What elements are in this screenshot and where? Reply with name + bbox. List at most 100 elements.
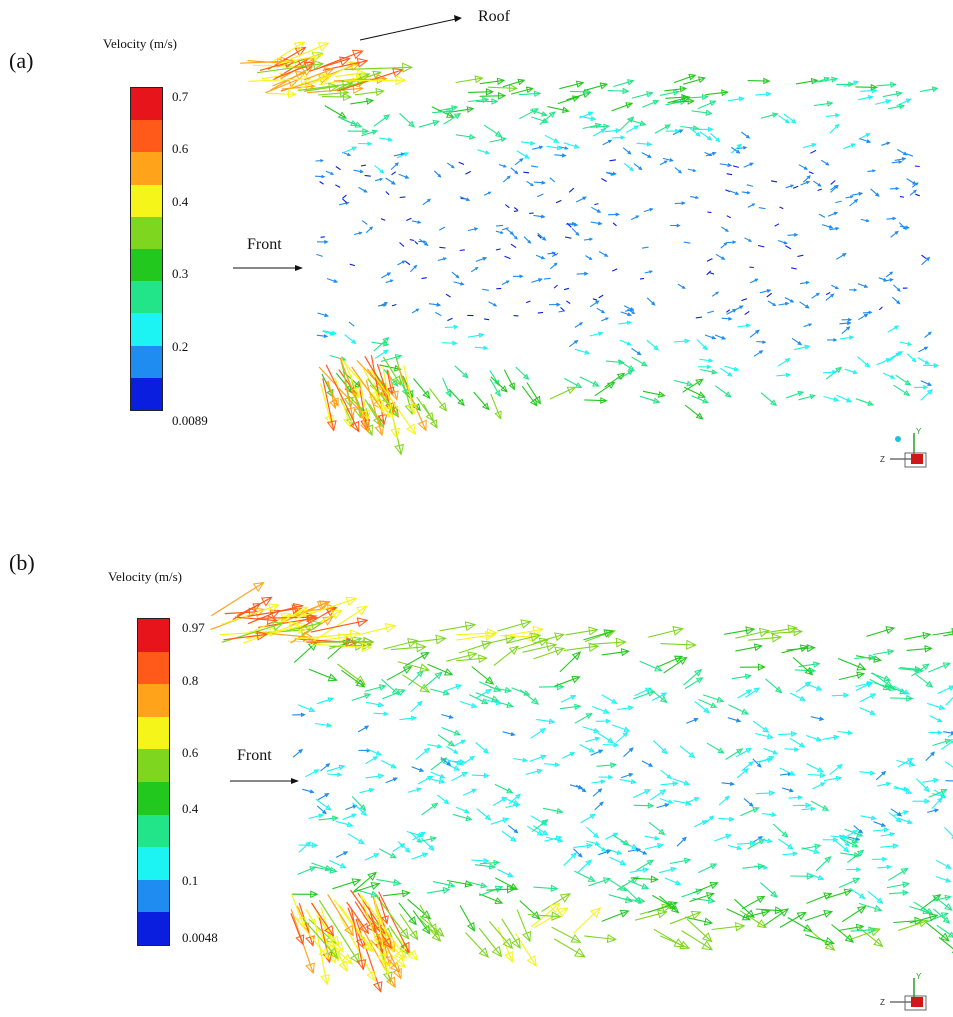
vector-arrowhead	[506, 885, 516, 894]
velocity-vector	[311, 902, 334, 936]
vector-arrowhead	[652, 99, 660, 106]
velocity-vector	[928, 789, 947, 798]
velocity-vector	[644, 835, 660, 840]
velocity-vector	[273, 41, 305, 62]
vector-arrowhead	[593, 832, 600, 839]
velocity-vector	[707, 310, 714, 314]
vector-arrowhead	[423, 241, 429, 247]
velocity-vector	[772, 823, 788, 838]
velocity-vector	[770, 180, 778, 183]
velocity-vector	[373, 712, 388, 715]
velocity-vector	[706, 258, 713, 262]
velocity-vector	[338, 904, 375, 952]
vector-arrowhead	[419, 683, 430, 693]
vector-arrowhead	[610, 762, 618, 769]
velocity-vector	[719, 163, 732, 167]
velocity-vector	[623, 747, 634, 758]
vector-arrowhead	[564, 146, 569, 150]
vector-arrowhead	[843, 846, 850, 853]
vector-arrowhead	[338, 960, 348, 973]
velocity-vector	[890, 697, 913, 700]
vector-arrowhead	[940, 793, 947, 799]
velocity-vector	[359, 788, 374, 794]
vector-arrowhead	[631, 310, 636, 314]
velocity-vector	[618, 321, 631, 325]
velocity-vector	[594, 801, 604, 811]
vector-arrowhead	[327, 947, 339, 959]
vector-arrowhead	[462, 372, 469, 379]
vector-arrowhead	[450, 164, 455, 169]
vector-arrowhead	[385, 941, 395, 954]
vector-arrowhead	[545, 641, 558, 652]
velocity-vector	[539, 111, 556, 125]
velocity-vector	[489, 137, 506, 143]
vector-arrowhead	[847, 730, 854, 736]
vector-arrowhead	[688, 73, 697, 81]
vector-arrowhead	[626, 320, 632, 326]
vector-arrowhead	[619, 909, 630, 918]
vector-arrowhead	[506, 701, 515, 709]
vector-arrowhead	[695, 131, 701, 137]
velocity-vector	[829, 124, 840, 134]
velocity-vector	[523, 171, 530, 174]
vector-arrowhead	[481, 698, 489, 705]
vector-arrowhead	[503, 164, 507, 168]
velocity-vector	[341, 669, 365, 688]
velocity-vector	[476, 808, 491, 821]
vector-arrowhead	[465, 197, 471, 202]
velocity-vector	[380, 355, 402, 363]
velocity-vector	[663, 656, 687, 674]
velocity-vector	[837, 657, 866, 671]
velocity-vector	[803, 323, 812, 328]
velocity-vector	[359, 379, 369, 421]
vector-arrowhead	[491, 98, 499, 105]
vector-arrowhead	[647, 802, 655, 809]
velocity-vector	[501, 830, 517, 842]
velocity-vector	[730, 146, 740, 154]
velocity-vector	[787, 234, 798, 236]
velocity-vector	[747, 80, 770, 82]
velocity-vector	[519, 689, 539, 705]
velocity-vector	[510, 243, 517, 249]
velocity-vector	[530, 165, 538, 168]
velocity-vector	[568, 187, 575, 193]
velocity-vector	[899, 341, 912, 346]
vector-arrowhead	[421, 924, 431, 935]
velocity-vector	[893, 810, 909, 817]
velocity-vector	[755, 792, 775, 795]
velocity-vector	[756, 340, 766, 343]
velocity-vector	[574, 322, 583, 328]
vector-arrowhead	[871, 88, 878, 94]
velocity-vector	[405, 260, 411, 266]
velocity-vector	[589, 332, 603, 337]
velocity-vector	[247, 60, 287, 64]
velocity-vector	[317, 793, 329, 801]
velocity-vector	[387, 370, 398, 400]
velocity-vector	[526, 382, 541, 404]
vector-arrowhead	[600, 846, 607, 852]
colorbar-tick-label: 0.3	[172, 266, 189, 281]
velocity-vector	[760, 392, 777, 406]
velocity-vector	[378, 896, 388, 924]
vector-arrowhead	[456, 759, 463, 766]
velocity-vector	[642, 100, 659, 108]
vector-arrowhead	[630, 876, 640, 884]
velocity-vector	[893, 685, 910, 695]
velocity-vector	[659, 160, 668, 166]
velocity-vector	[682, 378, 704, 393]
vector-arrowhead	[464, 621, 477, 632]
velocity-vector	[563, 287, 570, 291]
velocity-vector	[477, 149, 490, 155]
vector-arrowhead	[351, 878, 362, 887]
velocity-vector	[836, 253, 847, 260]
legend-title: Velocity (m/s)	[103, 36, 178, 51]
vector-arrowhead	[896, 300, 901, 305]
velocity-vector	[514, 158, 524, 166]
velocity-vector	[501, 796, 520, 806]
vector-arrowhead	[850, 143, 856, 148]
vector-arrowhead	[310, 620, 323, 631]
velocity-vector	[932, 631, 953, 636]
velocity-vector	[767, 300, 776, 306]
velocity-vector	[516, 909, 531, 942]
vector-arrowhead	[391, 687, 400, 696]
